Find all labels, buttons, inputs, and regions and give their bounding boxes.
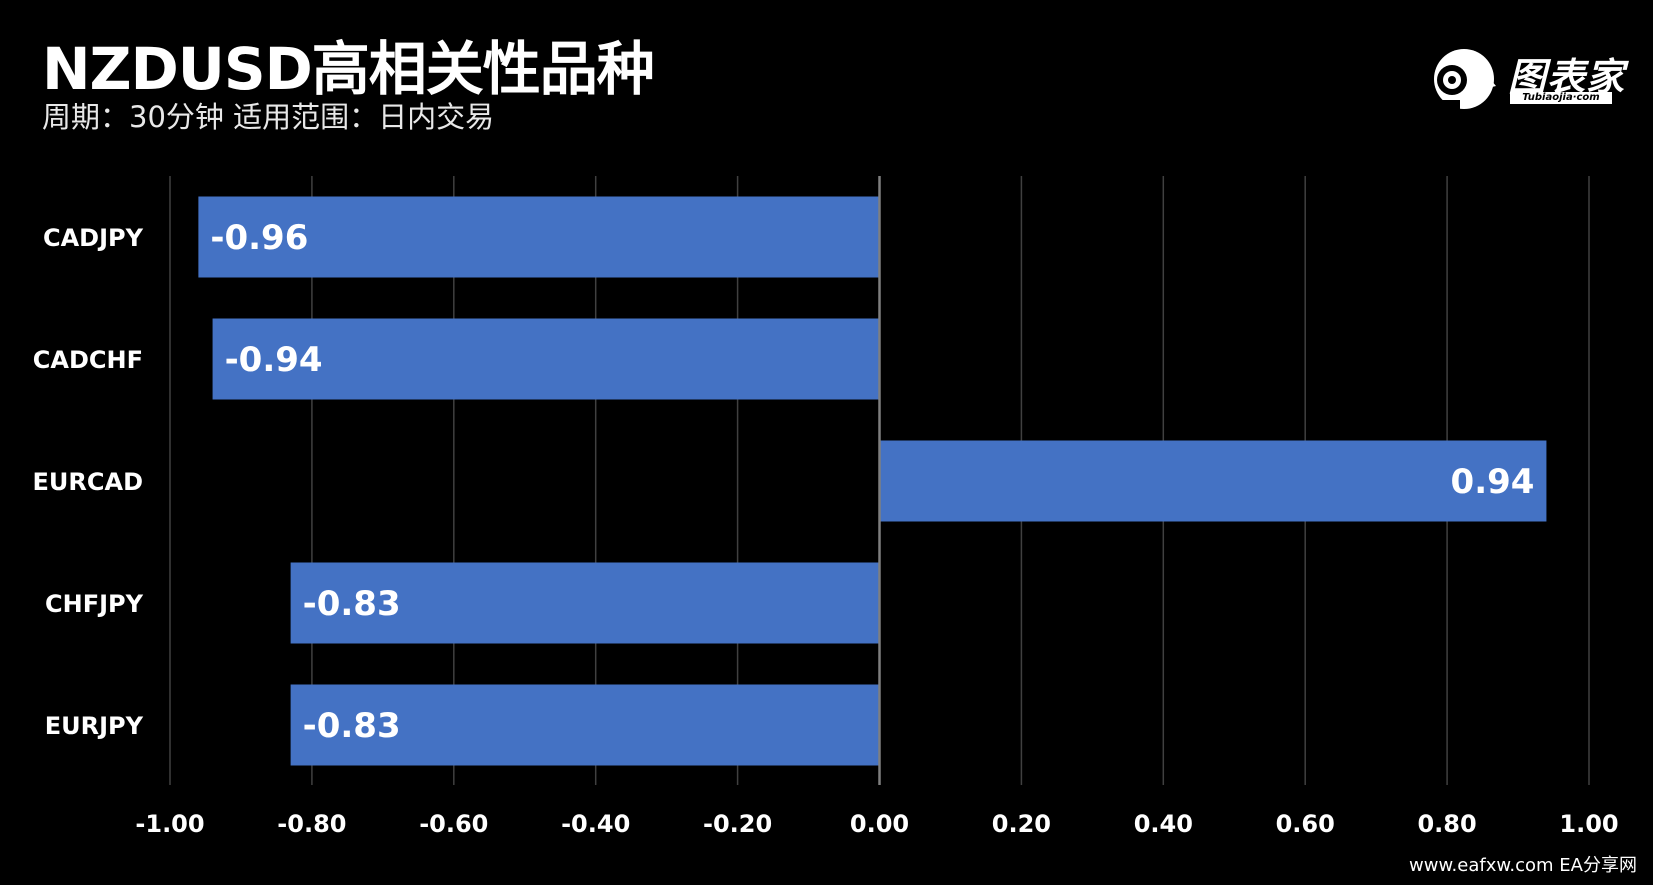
chart-subtitle: 周期：30分钟 适用范围：日内交易 [42,100,495,134]
robot-head-icon [1434,49,1496,112]
x-tick-label: 0.80 [1417,810,1476,838]
category-label: EURCAD [33,468,143,496]
category-label: CHFJPY [45,590,144,618]
bar-cadjpy [198,196,880,278]
logo-url: Tubiaojia·com [1510,92,1612,104]
data-label: -0.83 [303,584,401,624]
data-label: -0.83 [303,706,401,746]
watermark: www.eafxw.com EA分享网 [1409,855,1637,876]
category-label: CADJPY [43,224,144,252]
chart-title: NZDUSD高相关性品种 [42,35,655,103]
x-tick-label: -0.20 [703,810,772,838]
bar-eurcad [879,440,1547,522]
logo-name: 图表家 [1508,55,1626,99]
category-label: CADCHF [33,346,143,374]
x-tick-label: 0.60 [1276,810,1335,838]
category-label: EURJPY [45,712,144,740]
bar-cadchf [212,318,880,400]
x-tick-label: -0.60 [419,810,488,838]
x-tick-label: -0.80 [277,810,346,838]
x-tick-label: 1.00 [1559,810,1618,838]
x-tick-label: 0.00 [850,810,909,838]
data-label: -0.96 [210,218,308,258]
data-label: -0.94 [225,340,323,380]
x-tick-label: -1.00 [135,810,204,838]
x-tick-label: -0.40 [561,810,630,838]
brand-logo: 图表家 Tubiaojia·com [1428,46,1628,116]
x-tick-label: 0.20 [992,810,1051,838]
x-tick-label: 0.40 [1134,810,1193,838]
bar-chfjpy [290,562,880,644]
data-label: 0.94 [1451,462,1535,502]
bar-eurjpy [290,684,880,766]
